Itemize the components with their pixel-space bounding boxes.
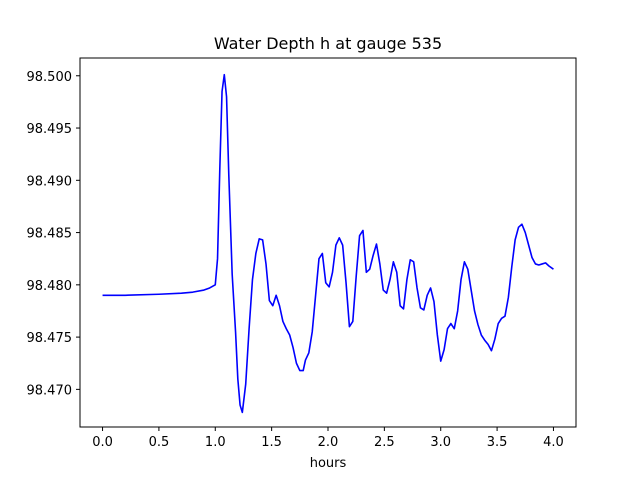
x-tick-label: 3.0 xyxy=(430,435,451,450)
plot-area xyxy=(79,57,577,428)
series-line xyxy=(102,73,554,414)
x-tick-label: 2.0 xyxy=(318,435,339,450)
y-tick-label: 98.480 xyxy=(27,279,73,294)
x-tick-label: 3.5 xyxy=(487,435,508,450)
x-tick-label: 2.5 xyxy=(374,435,395,450)
chart-title: Water Depth h at gauge 535 xyxy=(214,34,442,53)
y-axis: 98.470 98.475 98.480 98.485 98.490 98.495 98.5… xyxy=(27,70,80,398)
plot-frame xyxy=(79,57,577,428)
x-tick-label: 4.0 xyxy=(543,435,564,450)
y-tick-label: 98.475 xyxy=(27,331,73,346)
x-tick-label: 1.5 xyxy=(261,435,282,450)
x-tick-label: 0.5 xyxy=(149,435,170,450)
y-tick-label: 98.470 xyxy=(27,383,73,398)
x-tick-label: 1.0 xyxy=(205,435,226,450)
y-tick-label: 98.500 xyxy=(27,70,73,85)
x-tick-label: 0.0 xyxy=(92,435,113,450)
y-tick-label: 98.495 xyxy=(27,122,73,137)
x-axis-label: hours xyxy=(310,456,347,471)
y-tick-label: 98.485 xyxy=(27,227,73,242)
y-tick-label: 98.490 xyxy=(27,174,73,189)
x-axis: 0.0 0.5 1.0 1.5 2.0 2.5 3.0 3.5 4.0 xyxy=(92,427,564,450)
